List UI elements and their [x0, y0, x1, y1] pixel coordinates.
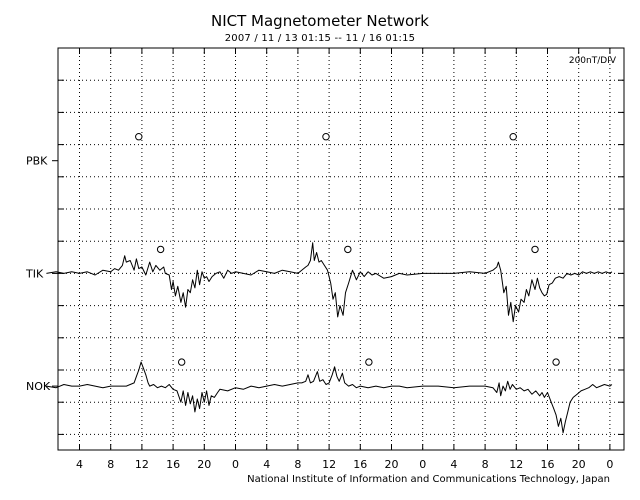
- local-noon-marker: [322, 133, 330, 141]
- station-label-nok: NOK: [26, 380, 51, 393]
- label-layer: 4 8 12 16 20 0 4 8 12 16 20 0 4 8 12 16 20 0 PBK TIK NOK: [25, 155, 613, 471]
- chart-title: NICT Magnetometer Network: [210, 12, 429, 30]
- x-tick-label: 16: [353, 458, 367, 471]
- local-noon-marker: [177, 358, 186, 366]
- x-tick-label: 12: [135, 458, 149, 471]
- local-noon-marker: [365, 358, 373, 366]
- x-tick-label: 20: [197, 458, 211, 471]
- x-tick-label: 20: [385, 458, 399, 471]
- local-noon-marker: [135, 133, 143, 141]
- local-noon-marker: [156, 245, 165, 254]
- local-noon-marker: [509, 133, 517, 141]
- plot-frame: [57, 47, 625, 451]
- marker-layer: [135, 133, 560, 366]
- x-tick-label: 0: [232, 458, 239, 471]
- trace-layer: [46, 242, 613, 434]
- x-tick-label: 16: [541, 458, 555, 471]
- footer-credit: National Institute of Information and Co…: [247, 474, 610, 485]
- x-tick-label: 16: [166, 458, 180, 471]
- x-tick-label: 4: [450, 458, 457, 471]
- x-tick-label: 0: [606, 458, 613, 471]
- trace-nok: [46, 361, 613, 434]
- x-tick-label: 12: [322, 458, 336, 471]
- trace-tik: [46, 242, 613, 323]
- local-noon-marker: [344, 245, 352, 254]
- x-tick-label: 12: [509, 458, 523, 471]
- x-tick-label: 4: [263, 458, 270, 471]
- chart-subtitle: 2007 / 11 / 13 01:15 -- 11 / 16 01:15: [224, 33, 416, 44]
- x-tick-label: 20: [572, 458, 586, 471]
- x-tick-label: 8: [482, 458, 489, 471]
- local-noon-marker: [531, 245, 539, 254]
- x-tick-label: 8: [294, 458, 301, 471]
- scale-label: 200nT/DIV: [569, 56, 617, 66]
- frame-layer: [52, 47, 625, 451]
- station-label-tik: TIK: [25, 267, 44, 280]
- station-label-pbk: PBK: [26, 155, 48, 168]
- x-tick-label: 8: [107, 458, 114, 471]
- grid-layer: [58, 47, 624, 450]
- local-noon-marker: [552, 358, 560, 366]
- x-tick-label: 4: [76, 458, 83, 471]
- x-tick-label: 0: [419, 458, 426, 471]
